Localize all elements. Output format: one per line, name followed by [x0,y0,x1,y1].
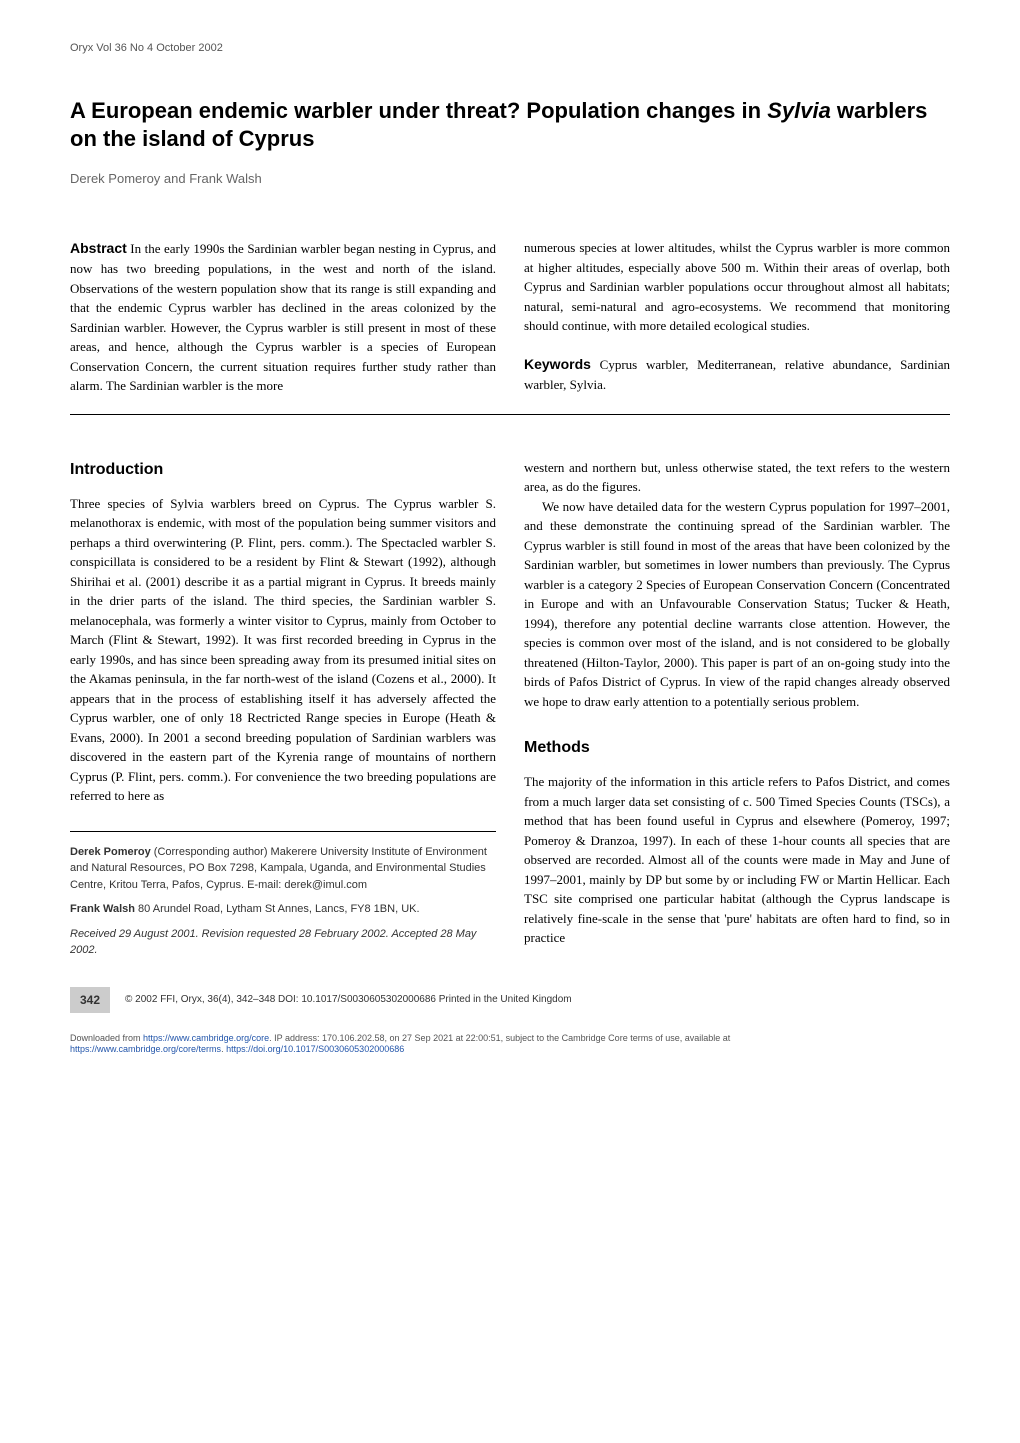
authors-line: Derek Pomeroy and Frank Walsh [70,169,950,189]
author-info-p1: Derek Pomeroy (Corresponding author) Mak… [70,844,496,894]
title-italic-genus: Sylvia [767,98,831,123]
keywords-line: Keywords Cyprus warbler, Mediterranean, … [524,354,950,395]
download-line1: Downloaded from https://www.cambridge.or… [70,1033,950,1045]
body-columns: Introduction Three species of Sylvia war… [70,433,950,967]
page-footer: 342 © 2002 FFI, Oryx, 36(4), 342–348 DOI… [70,987,950,1013]
author-name-1: Derek Pomeroy [70,846,151,858]
copyright-line: © 2002 FFI, Oryx, 36(4), 342–348 DOI: 10… [125,992,572,1007]
intro-left-text: Three species of Sylvia warblers breed o… [70,494,496,806]
abstract-block: Abstract In the early 1990s the Sardinia… [70,238,950,396]
author-affil-2: 80 Arundel Road, Lytham St Annes, Lancs,… [135,903,420,915]
terms-link[interactable]: https://www.cambridge.org/core/terms [70,1044,221,1054]
right-column: western and northern but, unless otherwi… [524,433,950,967]
article-title: A European endemic warbler under threat?… [70,97,950,154]
running-header: Oryx Vol 36 No 4 October 2002 [70,40,950,57]
intro-right-p2-text: We now have detailed data for the wester… [524,497,950,712]
left-column: Introduction Three species of Sylvia war… [70,433,496,967]
author-info-block: Derek Pomeroy (Corresponding author) Mak… [70,831,496,959]
received-dates: Received 29 August 2001. Revision reques… [70,926,496,959]
download-pre: Downloaded from [70,1033,143,1043]
abstract-label: Abstract [70,240,127,256]
abstract-left: Abstract In the early 1990s the Sardinia… [70,238,496,396]
methods-heading: Methods [524,736,950,760]
intro-right-p2: We now have detailed data for the wester… [524,497,950,712]
keywords-label: Keywords [524,356,591,372]
abstract-left-text: In the early 1990s the Sardinian warbler… [70,241,496,393]
abstract-right: numerous species at lower altitudes, whi… [524,238,950,336]
page-number: 342 [70,987,110,1013]
divider [70,414,950,415]
download-mid: . IP address: 170.106.202.58, on 27 Sep … [269,1033,730,1043]
author-name-2: Frank Walsh [70,903,135,915]
intro-heading: Introduction [70,458,496,482]
download-footer: Downloaded from https://www.cambridge.or… [70,1033,950,1056]
cambridge-core-link[interactable]: https://www.cambridge.org/core [143,1033,269,1043]
title-part1: A European endemic warbler under threat?… [70,98,767,123]
doi-link[interactable]: https://doi.org/10.1017/S003060530200068… [226,1044,404,1054]
intro-right-p1: western and northern but, unless otherwi… [524,458,950,497]
methods-text: The majority of the information in this … [524,772,950,948]
download-line2: https://www.cambridge.org/core/terms. ht… [70,1044,950,1056]
author-info-p2: Frank Walsh 80 Arundel Road, Lytham St A… [70,901,496,918]
